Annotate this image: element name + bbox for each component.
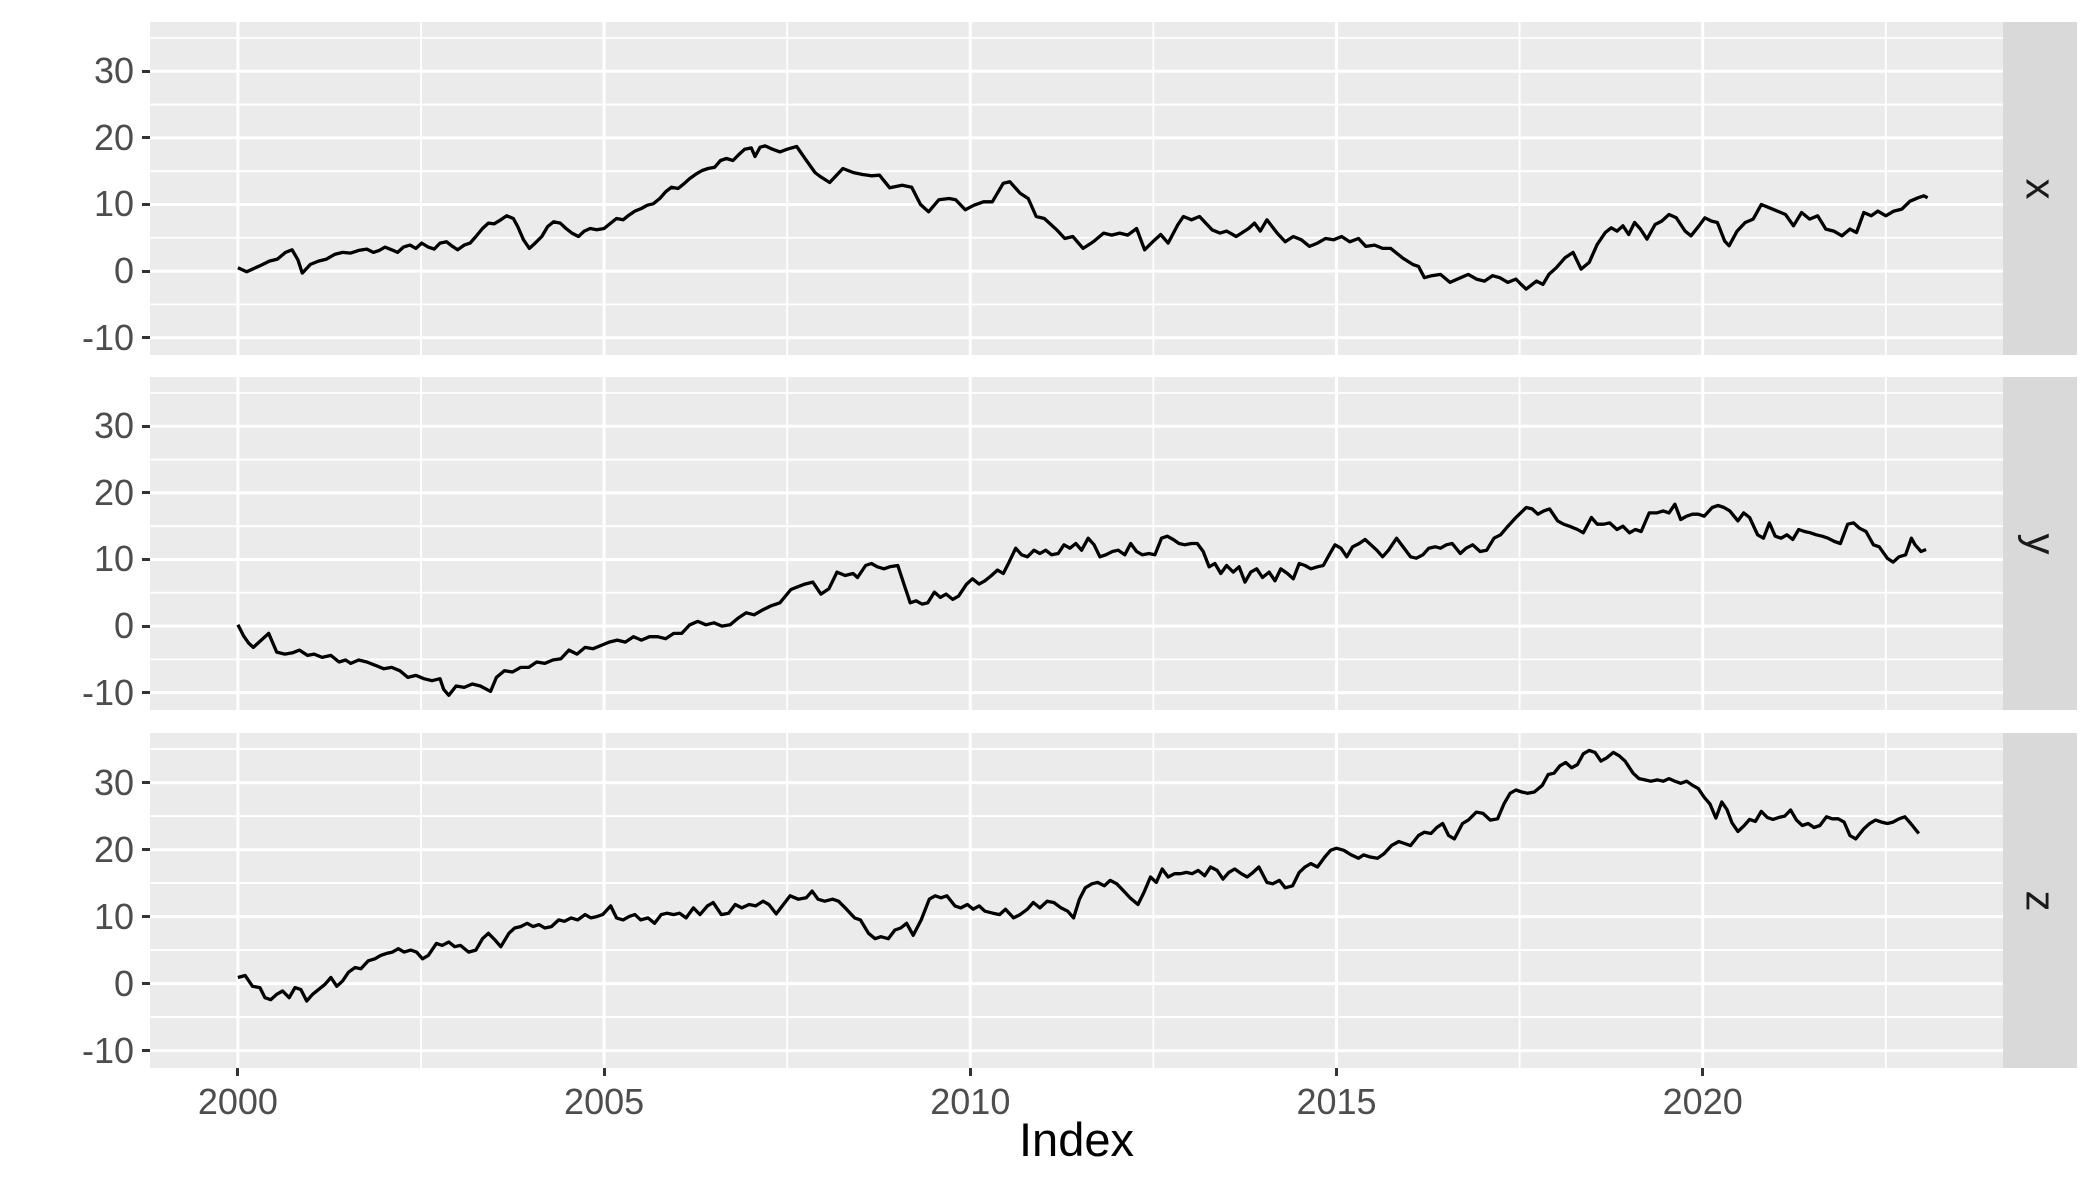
y-tick-mark — [142, 424, 150, 428]
facet-strip-label-x: x — [2017, 178, 2064, 199]
y-tick-mark — [142, 202, 150, 206]
x-axis-title: Index — [1019, 1113, 1134, 1166]
y-tick-mark — [142, 1049, 150, 1053]
facet-panel-z — [150, 733, 2003, 1068]
y-tick-label: 0 — [113, 605, 134, 647]
y-tick-label: -10 — [81, 1029, 134, 1071]
y-tick-mark — [142, 624, 150, 628]
facet-strip-label-z: z — [2017, 890, 2064, 911]
x-tick-label: 2020 — [1662, 1081, 1743, 1122]
series-line-y — [236, 502, 1927, 697]
y-tick-label: 0 — [113, 962, 134, 1004]
y-tick-label: 20 — [93, 828, 134, 870]
y-tick-mark — [142, 69, 150, 73]
x-tick-label: 2000 — [197, 1081, 278, 1122]
y-tick-label: 30 — [93, 405, 134, 447]
facet-strip-label-y: y — [2017, 533, 2064, 554]
y-tick-mark — [142, 691, 150, 695]
facet-strip-y: y — [2003, 377, 2077, 710]
x-tick-label: 2010 — [930, 1081, 1011, 1122]
y-tick-mark — [142, 336, 150, 340]
series-line-z — [237, 748, 1921, 1003]
y-tick-mark — [142, 982, 150, 986]
panel-plot-z — [150, 733, 2003, 1068]
facet-panel-x — [150, 22, 2003, 355]
y-tick-mark — [142, 269, 150, 273]
y-tick-label: 20 — [93, 116, 134, 158]
x-tick-mark — [602, 1068, 606, 1076]
x-tick-label: 2015 — [1296, 1081, 1377, 1122]
panel-plot-y — [150, 377, 2003, 710]
y-tick-mark — [142, 781, 150, 785]
y-tick-mark — [142, 136, 150, 140]
y-tick-label: 20 — [93, 471, 134, 513]
x-tick-label: 2005 — [564, 1081, 645, 1122]
y-tick-label: 10 — [93, 538, 134, 580]
y-tick-mark — [142, 491, 150, 495]
y-tick-mark — [142, 557, 150, 561]
y-tick-mark — [142, 915, 150, 919]
y-tick-mark — [142, 848, 150, 852]
series-line-x — [237, 144, 1929, 291]
y-tick-label: -10 — [81, 316, 134, 358]
facet-panel-y — [150, 377, 2003, 710]
facet-strip-x: x — [2003, 22, 2077, 355]
y-tick-label: 0 — [113, 250, 134, 292]
y-tick-label: 10 — [93, 895, 134, 937]
x-tick-mark — [968, 1068, 972, 1076]
y-tick-label: -10 — [81, 671, 134, 713]
panel-plot-x — [150, 22, 2003, 355]
y-tick-label: 30 — [93, 50, 134, 92]
x-tick-mark — [1701, 1068, 1705, 1076]
facet-strip-z: z — [2003, 733, 2077, 1068]
y-tick-label: 10 — [93, 183, 134, 225]
y-tick-label: 30 — [93, 761, 134, 803]
x-tick-mark — [1335, 1068, 1338, 1076]
x-tick-mark — [236, 1068, 240, 1076]
